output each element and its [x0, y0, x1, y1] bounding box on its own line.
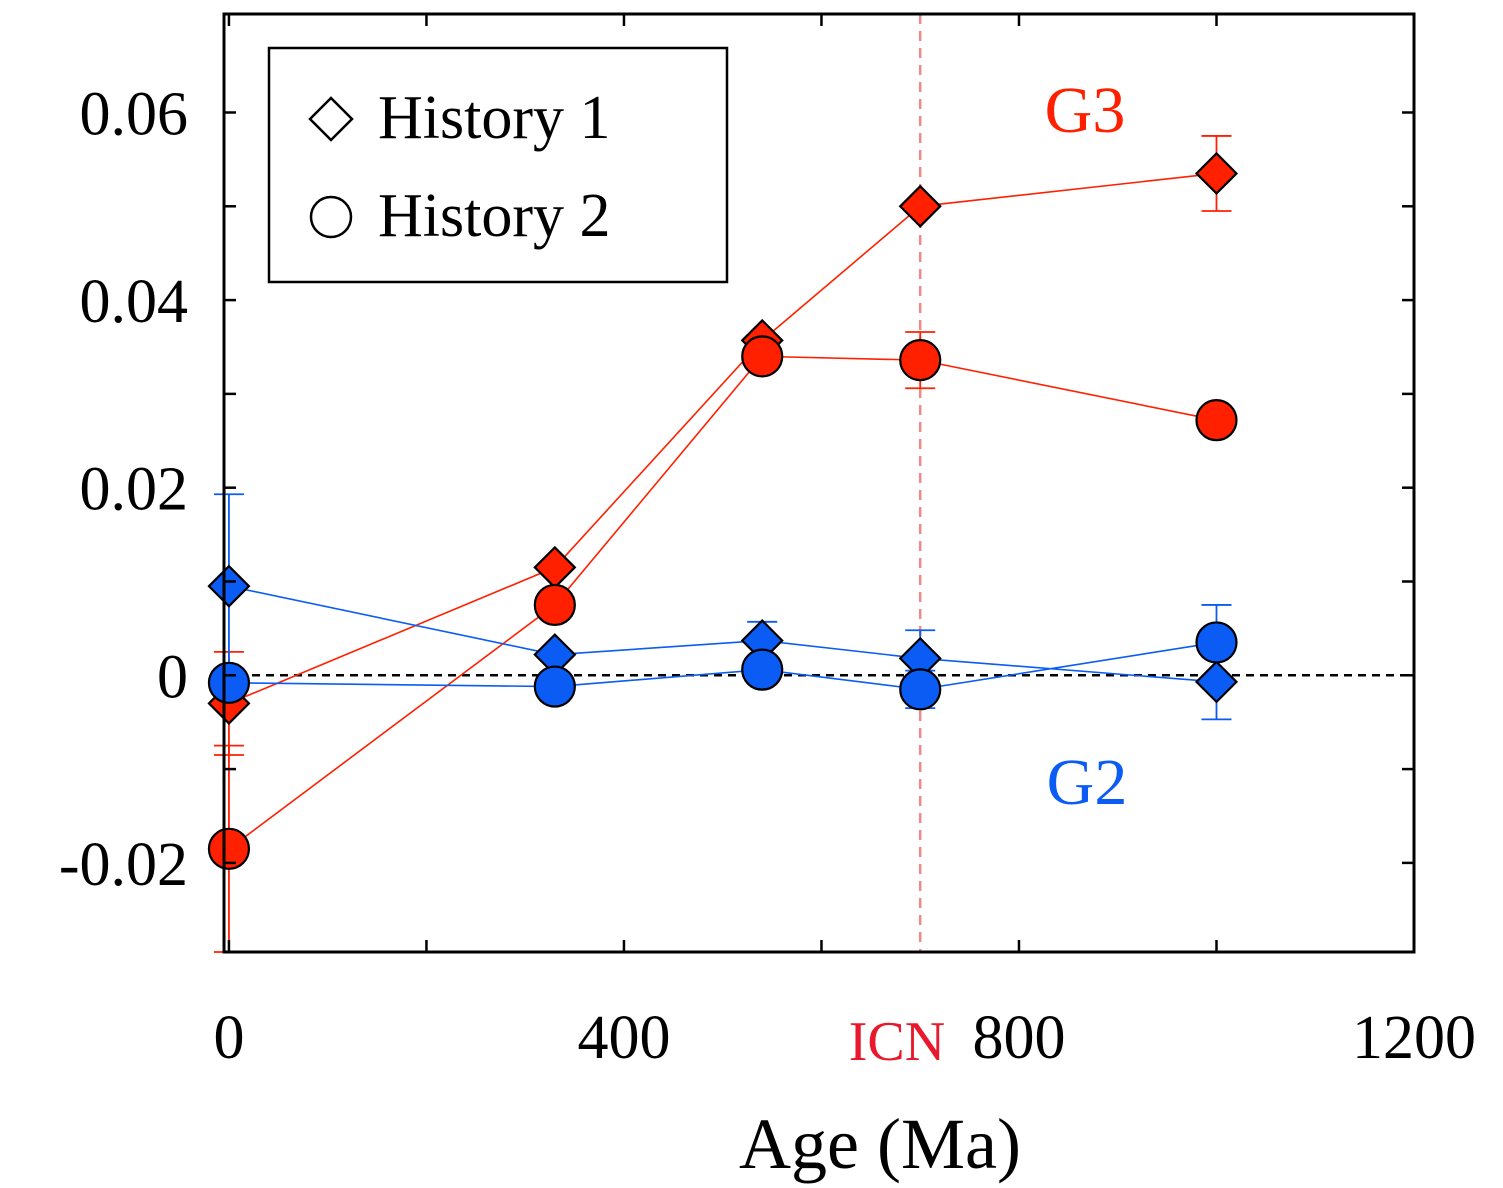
x-tick-label: 1200 — [1352, 1004, 1476, 1072]
g2-diamond-point — [207, 564, 251, 608]
tick-labels-layer: 0 400 800 1200 -0.02 0 0.02 0.04 0.06 — [59, 80, 1476, 1072]
x-tick-label: 400 — [577, 1004, 670, 1072]
legend-label-history-1: History 1 — [378, 84, 611, 152]
g3-circle-point — [533, 583, 576, 627]
x-axis-title: Age (Ma) — [739, 1104, 1021, 1184]
y-tick-label: 0.06 — [80, 80, 189, 148]
plot-frame — [222, 12, 1416, 954]
annotation-icn: ICN — [849, 1011, 945, 1073]
g3-circle-point — [1195, 399, 1238, 442]
legend-diamond-icon — [308, 96, 354, 142]
y-tick-label: 0.02 — [80, 456, 189, 524]
g3-circle-point — [741, 335, 784, 378]
g2-circle-point — [1195, 621, 1238, 664]
y-tick-label: -0.02 — [59, 831, 188, 899]
legend-label-history-2: History 2 — [378, 182, 611, 250]
x-tick-label: 800 — [972, 1004, 1065, 1072]
legend-box — [267, 46, 729, 284]
annotation-g2: G2 — [1047, 746, 1128, 819]
ticks-layer — [224, 14, 1416, 952]
g2-circle-point — [899, 668, 942, 711]
g3-circle-point — [899, 339, 942, 382]
g3-circle-point — [207, 827, 251, 870]
annotation-g3: G3 — [1045, 74, 1126, 147]
series-line-g2-diamond — [228, 585, 1217, 683]
g3-diamond-point — [1194, 151, 1239, 196]
legend: History 1 History 2 — [267, 46, 729, 284]
y-tick-label: 0 — [157, 643, 188, 711]
legend-circle-icon — [309, 195, 353, 239]
g3-diamond-point — [533, 545, 577, 589]
g2-circle-point — [207, 661, 251, 704]
markers-layer — [207, 151, 1239, 870]
g2-circle-point — [533, 665, 576, 708]
g2-circle-point — [741, 648, 784, 691]
g3-diamond-point — [898, 184, 942, 228]
x-tick-label: 0 — [213, 1004, 244, 1072]
g2-diamond-point — [1194, 660, 1239, 704]
y-tick-label: 0.04 — [80, 268, 189, 336]
series-line-g2-circle — [228, 641, 1217, 691]
